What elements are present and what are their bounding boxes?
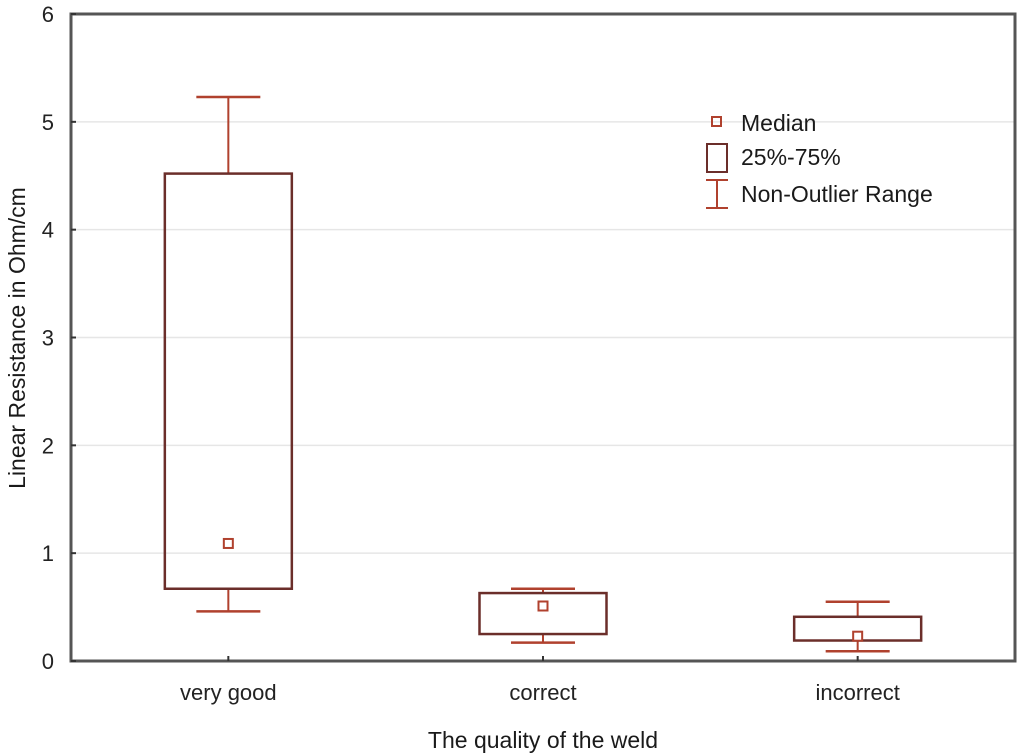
median-marker <box>222 537 234 549</box>
box-very-good <box>163 95 294 613</box>
y-tick-label: 1 <box>42 541 54 566</box>
x-tick-label: incorrect <box>815 680 899 705</box>
box-correct <box>478 587 608 644</box>
median-marker <box>852 630 864 642</box>
y-tick-label: 5 <box>42 110 54 135</box>
legend-whisker-icon <box>706 179 728 209</box>
y-tick-label: 6 <box>42 2 54 27</box>
y-tick-label: 3 <box>42 326 54 351</box>
box-series <box>163 95 923 653</box>
y-axis-ticks: 0 1 2 3 4 5 6 <box>42 2 76 674</box>
iqr-box <box>478 591 608 636</box>
y-tick-label: 2 <box>42 433 54 458</box>
legend-box-label: 25%-75% <box>741 144 841 170</box>
median-marker <box>537 600 549 612</box>
y-tick-label: 0 <box>42 649 54 674</box>
x-tick-label: very good <box>180 680 277 705</box>
iqr-box <box>163 172 294 591</box>
box-incorrect <box>792 600 923 653</box>
legend-median-icon <box>711 116 722 127</box>
legend-whisker-label: Non-Outlier Range <box>741 181 933 207</box>
x-tick-label: correct <box>509 680 576 705</box>
legend: Median 25%-75% Non-Outlier Range <box>706 110 933 209</box>
x-axis-ticks: very good correct incorrect <box>180 656 900 705</box>
y-axis-title: Linear Resistance in Ohm/cm <box>4 187 30 489</box>
x-axis-title: The quality of the weld <box>428 727 658 753</box>
legend-median-label: Median <box>741 110 816 136</box>
y-tick-label: 4 <box>42 218 54 243</box>
legend-box-icon <box>706 143 728 173</box>
